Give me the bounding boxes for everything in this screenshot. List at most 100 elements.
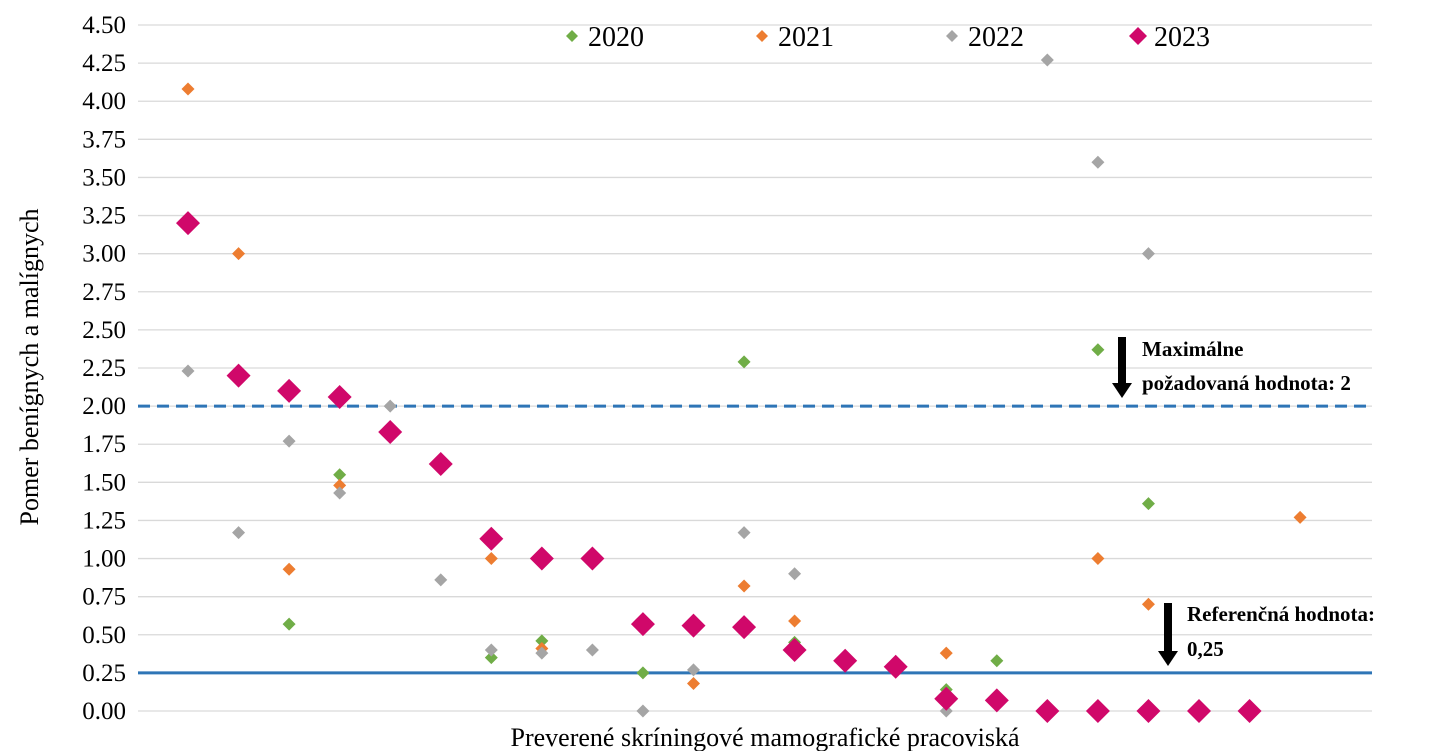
- y-tick-label: 2.25: [82, 355, 126, 382]
- data-point-2023: [1187, 699, 1211, 723]
- data-point-2023: [1085, 699, 1110, 723]
- data-point-2022: [1040, 53, 1054, 67]
- annotation-arrow-head: [1158, 651, 1178, 666]
- y-tick-label: 2.00: [82, 393, 126, 420]
- data-point-2023: [479, 526, 504, 551]
- data-point-2022: [939, 704, 953, 718]
- data-point-2023: [277, 378, 302, 403]
- data-point-2023: [378, 420, 403, 445]
- data-point-2022: [585, 643, 599, 657]
- annotation-arrow-shaft: [1164, 603, 1172, 652]
- data-point-2023: [580, 546, 605, 571]
- y-tick-label: 0.75: [82, 584, 126, 611]
- data-point-2022: [383, 399, 397, 413]
- data-point-2021: [181, 82, 195, 96]
- data-point-2023: [630, 612, 655, 637]
- data-point-2023: [428, 452, 453, 477]
- data-point-2023: [327, 384, 352, 409]
- data-point-2020: [990, 654, 1004, 668]
- data-point-2023: [1035, 699, 1060, 723]
- y-tick-label: 4.25: [82, 50, 126, 77]
- data-point-2022: [484, 643, 498, 657]
- data-point-2021: [687, 677, 700, 691]
- data-point-2020: [535, 634, 549, 648]
- annotation-text: Maximálne: [1142, 337, 1243, 361]
- data-point-2020: [1141, 497, 1155, 511]
- data-point-2022: [282, 434, 296, 448]
- data-point-2021: [737, 579, 751, 593]
- data-point-2021: [333, 478, 347, 492]
- legend-marker-2023: [1129, 27, 1147, 45]
- y-axis-title: Pomer benígnych a malígnych: [15, 209, 44, 526]
- legend-label-2021: 2021: [778, 22, 834, 53]
- data-point-2021: [484, 552, 498, 566]
- annotation-text: Referenčná hodnota:: [1187, 602, 1375, 626]
- data-point-2021: [1293, 510, 1307, 524]
- data-point-2020: [737, 355, 751, 369]
- data-point-2021: [232, 247, 246, 261]
- data-point-2020: [282, 617, 296, 631]
- data-point-2023: [732, 615, 757, 640]
- data-point-2023: [984, 688, 1009, 713]
- data-point-2022: [181, 364, 195, 378]
- data-point-2022: [1091, 155, 1105, 169]
- data-point-2021: [939, 646, 953, 660]
- y-tick-label: 3.00: [82, 241, 126, 268]
- data-point-2022: [1141, 247, 1155, 261]
- y-tick-label: 4.00: [82, 88, 126, 115]
- y-tick-label: 0.50: [82, 622, 126, 649]
- data-point-2021: [1091, 552, 1105, 566]
- y-tick-label: 3.75: [82, 126, 126, 153]
- data-point-2021: [788, 614, 802, 628]
- data-point-2023: [782, 638, 807, 663]
- data-point-2021: [1141, 597, 1155, 611]
- data-point-2022: [737, 526, 751, 540]
- gridlines: [138, 24, 1372, 712]
- data-point-2023: [226, 363, 251, 388]
- data-point-2023: [1136, 699, 1161, 723]
- annotation-arrow-head: [1112, 383, 1132, 398]
- x-axis-title: Preverené skríningové mamografické praco…: [511, 723, 1020, 751]
- data-point-2022: [434, 573, 448, 587]
- legend-marker-2020: [566, 30, 578, 42]
- data-point-2023: [1237, 699, 1262, 723]
- legend-marker-2022: [946, 30, 958, 42]
- data-point-2022: [788, 567, 802, 581]
- data-point-2023: [883, 654, 908, 679]
- data-point-2020: [636, 666, 650, 680]
- y-tick-label: 2.50: [82, 317, 126, 344]
- data-point-2020: [1091, 343, 1105, 357]
- legend-label-2023: 2023: [1154, 22, 1210, 53]
- legend-label-2022: 2022: [968, 22, 1024, 53]
- annotation-text: 0,25: [1187, 637, 1224, 661]
- y-tick-label: 0.25: [82, 660, 126, 687]
- data-point-2022: [333, 486, 347, 500]
- annotations: Maximálne požadovaná hodnota: 2 Referenčná…: [1112, 337, 1375, 666]
- y-tick-label: 1.00: [82, 546, 126, 573]
- annotation-text: požadovaná hodnota: 2: [1142, 371, 1351, 395]
- y-tick-label: 1.50: [82, 469, 126, 496]
- annotation-arrow-shaft: [1118, 337, 1126, 384]
- y-axis-ticks: 0.00 0.25 0.50 0.75 1.00 1.25 1.50 1.75 2.00 2.25…: [82, 12, 126, 725]
- reference-lines: [138, 404, 1372, 675]
- y-tick-label: 0.00: [82, 698, 126, 725]
- data-point-2022: [232, 526, 246, 540]
- data-point-2020: [484, 651, 498, 665]
- data-point-2023: [934, 686, 959, 711]
- data-point-2023: [529, 546, 554, 571]
- legend: 2020 2021 2022 2023: [566, 22, 1210, 53]
- legend-label-2020: 2020: [588, 22, 644, 53]
- y-tick-label: 4.50: [82, 12, 126, 39]
- data-point-2020: [333, 468, 347, 482]
- data-point-2022: [687, 663, 700, 677]
- data-point-2021: [282, 562, 296, 576]
- legend-marker-2021: [756, 30, 768, 42]
- data-point-2023: [176, 211, 200, 236]
- data-point-2023: [833, 648, 858, 673]
- data-points: [176, 53, 1307, 723]
- data-point-2022: [636, 704, 650, 718]
- y-tick-label: 3.25: [82, 203, 126, 230]
- y-tick-label: 1.25: [82, 507, 126, 534]
- data-point-2022: [535, 646, 549, 660]
